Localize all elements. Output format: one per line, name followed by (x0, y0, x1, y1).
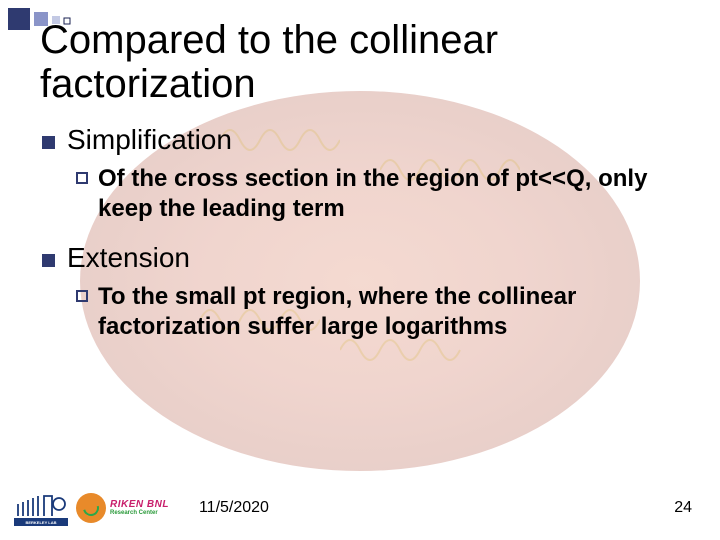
bullet-1-label: Simplification (67, 124, 232, 156)
footer: BERKELEY LAB RIKEN BNL Research Center 1… (0, 490, 720, 526)
subbullet-1-text: Of the cross section in the region of pt… (98, 164, 680, 224)
slide-title: Compared to the collinear factorization (40, 18, 680, 106)
riken-logo-line1: RIKEN BNL (110, 500, 169, 510)
subbullet-square-outline-icon (76, 290, 88, 302)
subbullet-square-outline-icon (76, 172, 88, 184)
footer-page-number: 24 (674, 499, 692, 517)
bullet-square-icon (42, 254, 55, 267)
riken-logo-line2: Research Center (110, 510, 169, 516)
subbullet-1: Of the cross section in the region of pt… (76, 164, 680, 224)
footer-date: 11/5/2020 (199, 499, 269, 517)
svg-text:BERKELEY LAB: BERKELEY LAB (25, 520, 56, 525)
riken-circle-icon (76, 493, 106, 523)
subbullet-2: To the small pt region, where the collin… (76, 282, 680, 342)
corner-squares-decoration (8, 8, 98, 32)
bullet-1: Simplification (42, 124, 680, 156)
footer-logos: BERKELEY LAB RIKEN BNL Research Center (14, 490, 169, 526)
subbullet-2-text: To the small pt region, where the collin… (98, 282, 680, 342)
slide-content: Compared to the collinear factorization … (0, 0, 720, 342)
berkeley-lab-logo: BERKELEY LAB (14, 490, 68, 526)
bullet-2: Extension (42, 242, 680, 274)
riken-bnl-logo: RIKEN BNL Research Center (76, 493, 169, 523)
bullet-2-label: Extension (67, 242, 190, 274)
bullet-square-icon (42, 136, 55, 149)
